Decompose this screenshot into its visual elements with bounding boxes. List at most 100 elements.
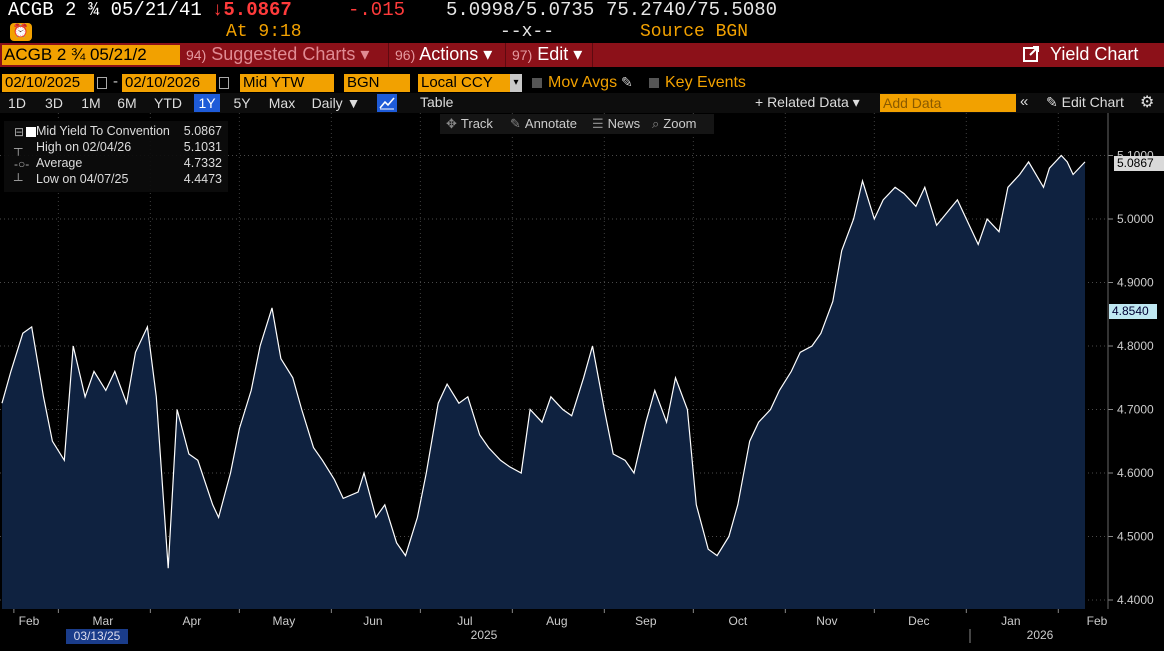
data-point [9,370,12,373]
data-point [695,503,698,506]
legend-series-row[interactable]: ⊟ Mid Yield To Convention 5.0867 [10,124,226,140]
tab-3d[interactable]: 3D [45,95,63,111]
related-data-button[interactable]: + Related Data ▾ [755,94,860,110]
y-tick-label: 4.6000 [1117,466,1154,480]
yield-chart[interactable]: 4.4000 4.5000 4.6000 4.7000 4.8000 4.9000 5.00… [0,113,1164,651]
mov-avgs-checkbox[interactable] [532,78,542,88]
security-name: ACGB 2 ¾ 05/21/41 [8,0,202,21]
data-point [757,421,760,424]
data-point [279,357,282,360]
start-date-input[interactable]: 02/10/2025 [2,74,94,92]
data-point [229,472,232,475]
calendar-icon[interactable] [219,77,229,89]
data-point [520,472,523,475]
last-value-tag: 5.0867 [1114,156,1164,171]
data-point [125,402,128,405]
currency-select[interactable]: Local CCY [418,74,510,92]
key-events-checkbox[interactable] [649,78,659,88]
zoom-tool[interactable]: ⌕ Zoom [652,116,697,132]
legend-series-label: Mid Yield To Convention [36,124,170,138]
data-point [1072,173,1075,176]
data-point [819,332,822,335]
news-tool[interactable]: ☰ News [592,116,640,132]
bid-ask-yield: 75.2740/75.5080 [606,0,778,21]
data-point [93,370,96,373]
legend-series-value: 5.0867 [183,124,222,138]
data-point [529,408,532,411]
data-point [840,249,843,252]
table-button[interactable]: Table [420,94,454,110]
collapse-icon[interactable]: « [1020,93,1029,110]
cursor-value-tag: 4.8540 [1109,304,1157,319]
currency-dropdown-icon[interactable]: ▾ [510,74,522,92]
legend-low-label: Low on 04/07/25 [36,172,129,186]
series-color-swatch [26,127,36,137]
line-chart-type-button[interactable] [377,94,397,112]
data-point [799,351,802,354]
alert-icon[interactable]: ⏰ [10,23,32,41]
chart-tools-bar: ✥ Track ✎ Annotate ☰ News ⌕ Zoom [440,114,714,134]
data-point [831,300,834,303]
tab-1m[interactable]: 1M [81,95,101,111]
data-point [104,389,107,392]
low-marker-icon: ┴ [14,173,23,187]
data-point [187,453,190,456]
x-month-label: Jun [363,614,382,628]
data-point [176,408,179,411]
frequency-select[interactable]: Daily ▼ [311,95,361,111]
data-point [395,541,398,544]
calendar-icon[interactable] [97,77,107,89]
yield-chart-label: Yield Chart [1050,44,1139,64]
data-point [1066,160,1069,163]
data-point [624,459,627,462]
suggested-charts-button[interactable]: 94) Suggested Charts ▾ [186,43,369,67]
data-point [487,446,490,449]
legend-high-value: 5.1031 [183,140,222,154]
ticker-input[interactable]: ACGB 2 ¾ 05/21/2 [2,45,180,65]
edit-chart-button[interactable]: ✎ Edit Chart [1046,94,1124,111]
data-point [416,516,419,519]
actions-menu-button[interactable]: 96) Actions ▾ [388,43,492,67]
key-events-label: Key Events [665,74,746,91]
mov-avgs-label: Mov Avgs [548,74,618,91]
data-point [716,554,719,557]
source-select[interactable]: BGN [344,74,410,92]
field-select[interactable]: Mid YTW [240,74,334,92]
track-tool[interactable]: ✥ Track [446,116,493,132]
annotate-tool[interactable]: ✎ Annotate [510,116,577,132]
add-data-input[interactable]: Add Data [880,94,1016,112]
legend-high-label: High on 02/04/26 [36,140,132,154]
data-point [211,503,214,506]
actions-number: 96) [395,47,416,63]
tab-5y[interactable]: 5Y [233,95,251,111]
collapse-minus-icon[interactable]: ⊟ [14,125,25,139]
data-point [686,408,689,411]
data-point [1048,167,1051,170]
data-point [748,440,751,443]
data-point [861,179,864,182]
pencil-icon[interactable]: ✎ [621,74,633,90]
data-point [342,497,345,500]
popout-icon [1023,46,1039,62]
gear-icon[interactable]: ⚙ [1140,94,1155,111]
tab-6m[interactable]: 6M [117,95,137,111]
crosshair-icon: ✥ [446,116,457,131]
tab-1y[interactable]: 1Y [194,94,220,112]
data-point [653,389,656,392]
data-point [956,198,959,201]
edit-menu-button[interactable]: 97) Edit ▾ [505,43,582,67]
function-bar: ACGB 2 ¾ 05/21/2 94) Suggested Charts ▾ … [0,43,1164,67]
tab-max[interactable]: Max [268,95,296,111]
data-point [882,198,885,201]
pricing-source: Source BGN [640,22,749,42]
chart-legend: ⊟ Mid Yield To Convention 5.0867 ┬ High … [4,121,228,192]
edit-chart-label: Edit Chart [1061,94,1124,110]
range-toolbar: 1D 3D 1M 6M YTD 1Y 5Y Max Daily ▼ Table … [0,93,1164,113]
x-month-label: Feb [1087,614,1108,628]
x-month-label: Feb [19,614,40,628]
yield-chart-title[interactable]: Yield Chart [1022,43,1138,67]
tab-ytd[interactable]: YTD [154,95,182,111]
tab-1d[interactable]: 1D [8,95,26,111]
x-month-label: Mar [93,614,114,628]
end-date-input[interactable]: 02/10/2026 [122,74,216,92]
